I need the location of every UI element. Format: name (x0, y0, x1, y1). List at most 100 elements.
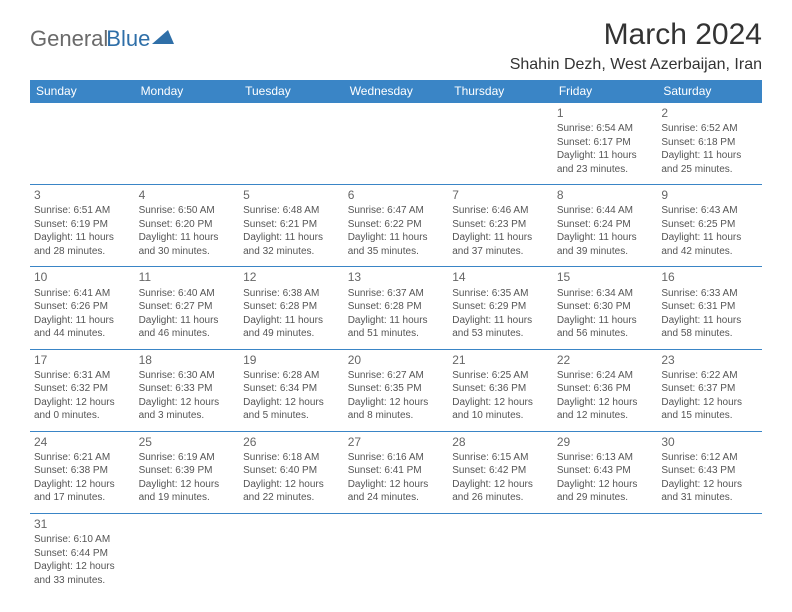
day-number: 17 (34, 352, 131, 368)
day-number: 30 (661, 434, 758, 450)
day-number: 8 (557, 187, 654, 203)
daylight-line: Daylight: 12 hours and 24 minutes. (348, 478, 445, 505)
day-number: 31 (34, 516, 131, 532)
calendar-cell: 18Sunrise: 6:30 AMSunset: 6:33 PMDayligh… (135, 349, 240, 431)
calendar-cell: 28Sunrise: 6:15 AMSunset: 6:42 PMDayligh… (448, 431, 553, 513)
sunset-line: Sunset: 6:43 PM (661, 464, 758, 478)
logo-text-general: General (30, 26, 108, 52)
sunrise-line: Sunrise: 6:33 AM (661, 287, 758, 301)
daylight-line: Daylight: 11 hours and 39 minutes. (557, 231, 654, 258)
daylight-line: Daylight: 12 hours and 22 minutes. (243, 478, 340, 505)
day-header: Monday (135, 80, 240, 103)
day-number: 22 (557, 352, 654, 368)
daylight-line: Daylight: 12 hours and 19 minutes. (139, 478, 236, 505)
day-number: 11 (139, 269, 236, 285)
sunset-line: Sunset: 6:28 PM (348, 300, 445, 314)
day-header: Thursday (448, 80, 553, 103)
day-number: 16 (661, 269, 758, 285)
calendar-cell: 16 Sunrise: 6:33 AMSunset: 6:31 PMDayligh… (657, 267, 762, 349)
daylight-line: Daylight: 11 hours and 58 minutes. (661, 314, 758, 341)
sunrise-line: Sunrise: 6:37 AM (348, 287, 445, 301)
calendar-cell: 5Sunrise: 6:48 AMSunset: 6:21 PMDaylight… (239, 185, 344, 267)
month-title: March 2024 (510, 18, 762, 52)
day-number: 3 (34, 187, 131, 203)
sunset-line: Sunset: 6:34 PM (243, 382, 340, 396)
calendar-row: 3Sunrise: 6:51 AMSunset: 6:19 PMDaylight… (30, 185, 762, 267)
sunrise-line: Sunrise: 6:19 AM (139, 451, 236, 465)
calendar-cell (448, 103, 553, 185)
calendar-cell: 27Sunrise: 6:16 AMSunset: 6:41 PMDayligh… (344, 431, 449, 513)
calendar-cell: 25Sunrise: 6:19 AMSunset: 6:39 PMDayligh… (135, 431, 240, 513)
sunset-line: Sunset: 6:20 PM (139, 218, 236, 232)
sunset-line: Sunset: 6:26 PM (34, 300, 131, 314)
daylight-line: Daylight: 12 hours and 12 minutes. (557, 396, 654, 423)
sunset-line: Sunset: 6:18 PM (661, 136, 758, 150)
calendar-cell: 3Sunrise: 6:51 AMSunset: 6:19 PMDaylight… (30, 185, 135, 267)
daylight-line: Daylight: 12 hours and 10 minutes. (452, 396, 549, 423)
sunset-line: Sunset: 6:44 PM (34, 547, 131, 561)
location: Shahin Dezh, West Azerbaijan, Iran (510, 56, 762, 74)
sunrise-line: Sunrise: 6:12 AM (661, 451, 758, 465)
sunset-line: Sunset: 6:25 PM (661, 218, 758, 232)
calendar-cell (135, 103, 240, 185)
calendar-cell: 13Sunrise: 6:37 AMSunset: 6:28 PMDayligh… (344, 267, 449, 349)
day-number: 29 (557, 434, 654, 450)
sunrise-line: Sunrise: 6:21 AM (34, 451, 131, 465)
day-number: 1 (557, 105, 654, 121)
daylight-line: Daylight: 11 hours and 28 minutes. (34, 231, 131, 258)
day-number: 4 (139, 187, 236, 203)
title-block: March 2024 Shahin Dezh, West Azerbaijan,… (510, 18, 762, 74)
calendar-row: 1Sunrise: 6:54 AMSunset: 6:17 PMDaylight… (30, 103, 762, 185)
day-number: 14 (452, 269, 549, 285)
daylight-line: Daylight: 11 hours and 56 minutes. (557, 314, 654, 341)
daylight-line: Daylight: 11 hours and 23 minutes. (557, 149, 654, 176)
calendar-cell: 22Sunrise: 6:24 AMSunset: 6:36 PMDayligh… (553, 349, 658, 431)
sunset-line: Sunset: 6:33 PM (139, 382, 236, 396)
day-number: 6 (348, 187, 445, 203)
calendar-cell (239, 513, 344, 595)
logo-text-blue: Blue (106, 26, 150, 52)
day-header: Friday (553, 80, 658, 103)
sunset-line: Sunset: 6:42 PM (452, 464, 549, 478)
calendar-cell: 9Sunrise: 6:43 AMSunset: 6:25 PMDaylight… (657, 185, 762, 267)
sunrise-line: Sunrise: 6:18 AM (243, 451, 340, 465)
daylight-line: Daylight: 11 hours and 46 minutes. (139, 314, 236, 341)
daylight-line: Daylight: 12 hours and 8 minutes. (348, 396, 445, 423)
day-header: Tuesday (239, 80, 344, 103)
day-number: 23 (661, 352, 758, 368)
sunset-line: Sunset: 6:40 PM (243, 464, 340, 478)
day-header-row: SundayMondayTuesdayWednesdayThursdayFrid… (30, 80, 762, 103)
sunset-line: Sunset: 6:31 PM (661, 300, 758, 314)
daylight-line: Daylight: 11 hours and 35 minutes. (348, 231, 445, 258)
sunrise-line: Sunrise: 6:27 AM (348, 369, 445, 383)
sunrise-line: Sunrise: 6:44 AM (557, 204, 654, 218)
day-number: 18 (139, 352, 236, 368)
calendar-cell (344, 103, 449, 185)
sunrise-line: Sunrise: 6:54 AM (557, 122, 654, 136)
daylight-line: Daylight: 11 hours and 53 minutes. (452, 314, 549, 341)
calendar-row: 24Sunrise: 6:21 AMSunset: 6:38 PMDayligh… (30, 431, 762, 513)
calendar-cell: 31Sunrise: 6:10 AMSunset: 6:44 PMDayligh… (30, 513, 135, 595)
daylight-line: Daylight: 12 hours and 26 minutes. (452, 478, 549, 505)
calendar-cell: 26Sunrise: 6:18 AMSunset: 6:40 PMDayligh… (239, 431, 344, 513)
calendar-cell: 19Sunrise: 6:28 AMSunset: 6:34 PMDayligh… (239, 349, 344, 431)
calendar-cell: 20Sunrise: 6:27 AMSunset: 6:35 PMDayligh… (344, 349, 449, 431)
calendar-cell: 14Sunrise: 6:35 AMSunset: 6:29 PMDayligh… (448, 267, 553, 349)
calendar-cell (30, 103, 135, 185)
sunset-line: Sunset: 6:28 PM (243, 300, 340, 314)
daylight-line: Daylight: 12 hours and 29 minutes. (557, 478, 654, 505)
daylight-line: Daylight: 11 hours and 32 minutes. (243, 231, 340, 258)
sunset-line: Sunset: 6:35 PM (348, 382, 445, 396)
sunset-line: Sunset: 6:43 PM (557, 464, 654, 478)
sunset-line: Sunset: 6:23 PM (452, 218, 549, 232)
day-number: 27 (348, 434, 445, 450)
sunrise-line: Sunrise: 6:22 AM (661, 369, 758, 383)
sunset-line: Sunset: 6:32 PM (34, 382, 131, 396)
sunrise-line: Sunrise: 6:51 AM (34, 204, 131, 218)
daylight-line: Daylight: 12 hours and 33 minutes. (34, 560, 131, 587)
sunrise-line: Sunrise: 6:41 AM (34, 287, 131, 301)
day-number: 10 (34, 269, 131, 285)
sunset-line: Sunset: 6:41 PM (348, 464, 445, 478)
day-header: Wednesday (344, 80, 449, 103)
sunrise-line: Sunrise: 6:25 AM (452, 369, 549, 383)
